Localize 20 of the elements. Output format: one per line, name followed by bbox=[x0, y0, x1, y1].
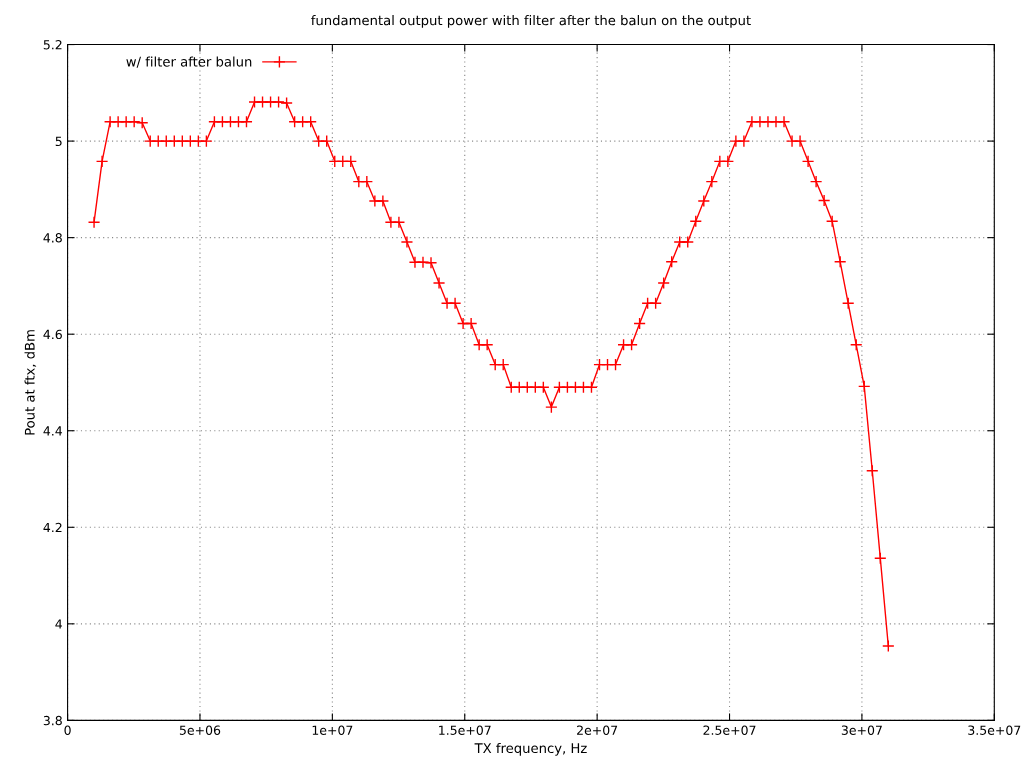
y-tick-label: 4.8 bbox=[43, 233, 62, 243]
x-tick-label: 3.5e+07 bbox=[968, 725, 1021, 735]
x-tick-label: 2e+07 bbox=[577, 725, 618, 735]
x-tick-label: 1.5e+07 bbox=[439, 725, 491, 735]
x-tick-label: 2.5e+07 bbox=[703, 725, 756, 735]
y-tick-label: 5.2 bbox=[43, 40, 62, 50]
x-tick-label: 0 bbox=[64, 725, 71, 735]
y-tick-label: 5 bbox=[55, 136, 62, 147]
y-tick-label: 4 bbox=[55, 619, 63, 629]
legend-label: w/ filter after balun bbox=[126, 56, 252, 68]
chart-title: fundamental output power with filter after the balun on the output bbox=[311, 15, 751, 28]
y-tick-label: 4.4 bbox=[43, 426, 63, 436]
x-tick-label: 3e+07 bbox=[841, 725, 882, 735]
y-tick-label: 4.2 bbox=[43, 522, 62, 533]
y-tick-label: 4.6 bbox=[43, 329, 62, 340]
x-tick-label: 1e+07 bbox=[312, 725, 353, 735]
x-tick-label: 5e+06 bbox=[179, 725, 221, 735]
x-axis-title: TX frequency, Hz bbox=[474, 742, 587, 756]
y-tick-label: 3.8 bbox=[43, 715, 62, 726]
y-axis-title: Pout at ftx, dBm bbox=[24, 330, 37, 435]
